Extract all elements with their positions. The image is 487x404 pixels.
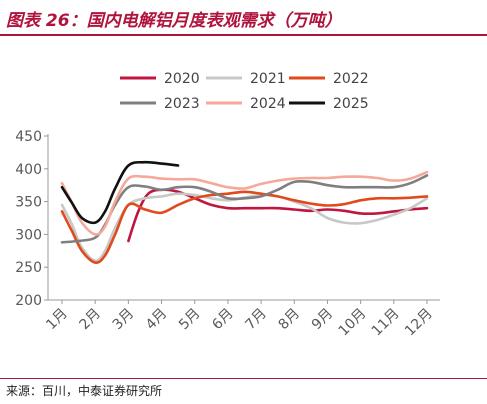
- source-rule: [0, 378, 487, 379]
- x-tick-label: 6月: [209, 306, 237, 334]
- y-tick-label: 350: [15, 195, 42, 211]
- legend-label-2021: 2021: [250, 71, 286, 87]
- y-tick-label: 450: [15, 129, 42, 145]
- title-rule: [0, 34, 487, 36]
- y-tick-label: 250: [15, 260, 42, 276]
- series-line-2022: [60, 190, 429, 265]
- series-line-2025: [60, 160, 180, 225]
- x-tick-label: 1月: [43, 306, 71, 334]
- x-tick-label: 12月: [402, 306, 436, 340]
- x-tick-label: 3月: [110, 306, 138, 334]
- x-tick-label: 5月: [176, 306, 204, 334]
- x-tick-label: 8月: [276, 306, 304, 334]
- x-tick-label: 11月: [369, 306, 403, 340]
- legend-label-2025: 2025: [333, 96, 369, 112]
- y-tick-label: 400: [15, 162, 42, 178]
- x-tick-label: 7月: [242, 306, 270, 334]
- source-note: 来源：百川，中泰证券研究所: [6, 384, 163, 398]
- x-tick-label: 4月: [143, 306, 171, 334]
- series-line-2024: [60, 170, 429, 236]
- legend-label-2020: 2020: [164, 71, 200, 87]
- figure-title: 图表 26：国内电解铝月度表观需求（万吨）: [6, 11, 342, 31]
- x-tick-label: 2月: [76, 306, 104, 334]
- legend-label-2023: 2023: [164, 96, 200, 112]
- legend-label-2024: 2024: [250, 96, 286, 112]
- series-line-2021: [60, 192, 429, 262]
- line-chart: 2020 2021 2022 2023 2024 2025 200 250 300 350 400…: [15, 71, 440, 339]
- legend: 2020 2021 2022 2023 2024 2025: [120, 71, 369, 112]
- y-tick-label: 200: [15, 293, 42, 309]
- series-group: [60, 160, 429, 265]
- x-tick-label: 10月: [336, 306, 370, 340]
- x-tick-label: 9月: [309, 306, 337, 334]
- y-tick-label: 300: [15, 227, 42, 243]
- legend-label-2022: 2022: [333, 71, 369, 87]
